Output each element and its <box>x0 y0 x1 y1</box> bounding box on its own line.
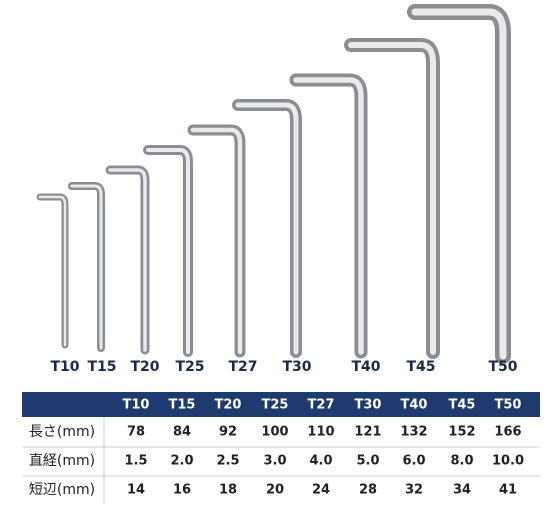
wrench-label: T45 <box>406 359 435 375</box>
cell: 41 <box>499 483 517 498</box>
wrench-highlight <box>190 127 243 355</box>
wrench <box>36 193 69 349</box>
wrench <box>68 182 105 352</box>
wrench-highlight <box>235 102 299 355</box>
cell: 18 <box>219 483 237 498</box>
spec-table: T10 T15 T20 T25 T27 T30 T40 T45 T50 長さ(mm) 78 84 92 1… <box>22 398 540 506</box>
wrench <box>105 165 150 355</box>
cell: 84 <box>173 425 191 440</box>
header-cell: T27 <box>308 398 335 413</box>
cell: 8.0 <box>450 454 473 469</box>
cell: 78 <box>127 425 145 440</box>
cell: 166 <box>494 425 521 440</box>
header-cell: T15 <box>169 398 196 413</box>
wrench <box>143 145 193 357</box>
row-label: 短辺(mm) <box>29 482 95 498</box>
wrench-label: T10 <box>50 359 79 375</box>
wrench-labels: T10 T15 T20 T25 T27 T30 T40 T45 T50 <box>50 359 517 375</box>
header-cell: T40 <box>401 398 428 413</box>
header-cell: T10 <box>123 398 150 413</box>
wrench-highlight <box>348 42 436 355</box>
wrench-label: T20 <box>130 359 159 375</box>
wrench-label: T30 <box>282 359 311 375</box>
cell: 2.5 <box>216 454 239 469</box>
cell: 110 <box>307 425 334 440</box>
header-cell: T20 <box>215 398 242 413</box>
wrench-label: T50 <box>488 359 517 375</box>
header-cell: T45 <box>449 398 476 413</box>
cell: 28 <box>359 483 377 498</box>
cell: 16 <box>173 483 191 498</box>
cell: 152 <box>448 425 475 440</box>
wrench <box>289 73 368 359</box>
wrench-highlight <box>70 184 103 350</box>
cell: 4.0 <box>309 454 332 469</box>
wrenches <box>36 3 511 364</box>
cell: 6.0 <box>402 454 425 469</box>
cell: 92 <box>219 425 237 440</box>
cell: 32 <box>405 483 423 498</box>
row-label: 直経(mm) <box>29 452 95 469</box>
wrench-label: T15 <box>87 359 116 375</box>
row-label: 長さ(mm) <box>29 424 95 440</box>
wrench <box>232 99 302 358</box>
cell: 1.5 <box>124 454 147 469</box>
wrench-highlight <box>146 148 190 354</box>
wrench-label: T40 <box>351 359 380 375</box>
cell: 10.0 <box>492 454 524 469</box>
cell: 100 <box>261 425 288 440</box>
wrench-highlight <box>411 8 507 360</box>
wrench-highlight <box>293 77 364 355</box>
cell: 132 <box>400 425 427 440</box>
wrench-label: T25 <box>175 359 204 375</box>
cell: 3.0 <box>263 454 286 469</box>
cell: 121 <box>354 425 381 440</box>
cell: 5.0 <box>356 454 379 469</box>
table-header-bg <box>22 392 540 417</box>
wrench <box>187 124 246 358</box>
header-cell: T30 <box>355 398 382 413</box>
header-cell: T25 <box>262 398 289 413</box>
header-cell: T50 <box>495 398 522 413</box>
wrench-highlight <box>108 168 147 352</box>
cell: 2.0 <box>170 454 193 469</box>
cell: 34 <box>453 483 471 498</box>
wrench-highlight <box>38 195 67 347</box>
cell: 14 <box>127 483 145 498</box>
wrench-label: T27 <box>228 359 257 375</box>
cell: 20 <box>266 483 284 498</box>
cell: 24 <box>312 483 330 498</box>
